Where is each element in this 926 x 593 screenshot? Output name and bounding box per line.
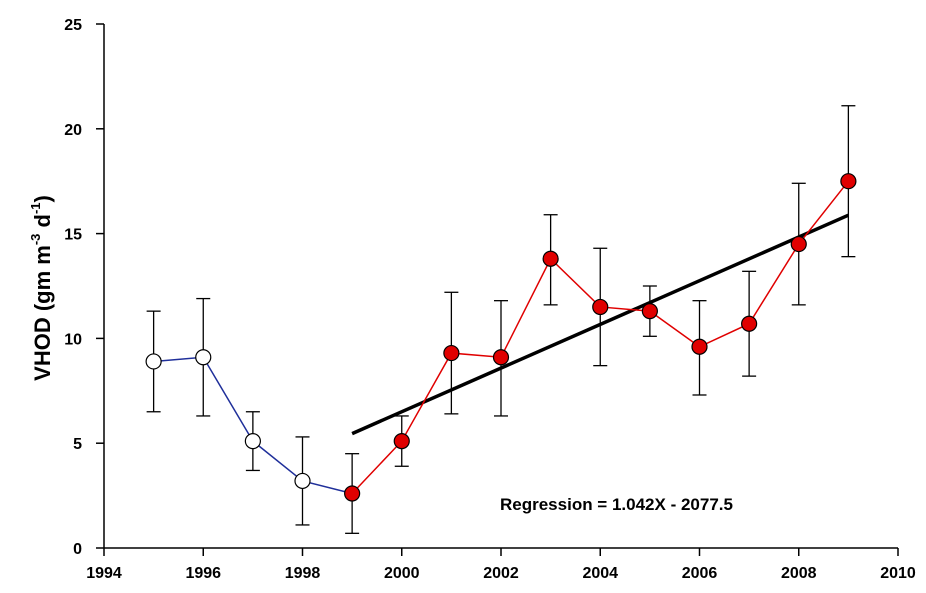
- y-tick-label: 5: [73, 436, 82, 453]
- x-tick-label: 2006: [682, 565, 718, 582]
- x-tick-label: 1996: [185, 565, 221, 582]
- data-point: [542, 250, 559, 267]
- data-point: [741, 315, 758, 332]
- data-point: [393, 433, 410, 450]
- data-point: [641, 303, 658, 320]
- x-tick-label: 2004: [582, 565, 618, 582]
- x-tick-label: 1998: [285, 565, 321, 582]
- y-tick-label: 0: [73, 541, 82, 558]
- y-tick-label: 25: [64, 17, 82, 34]
- data-point: [344, 485, 361, 502]
- y-tick-label: 10: [64, 331, 82, 348]
- data-point: [443, 344, 460, 362]
- data-point: [840, 173, 857, 190]
- data-point: [294, 472, 311, 490]
- data-point: [145, 353, 162, 370]
- series-layer: [145, 105, 857, 534]
- x-tick-label: 2000: [384, 565, 420, 582]
- data-point: [492, 349, 510, 366]
- x-tick-label: 2008: [781, 565, 817, 582]
- y-tick-label: 20: [64, 122, 82, 139]
- data-point: [195, 349, 212, 366]
- axes: 1994 1996 1998 2000 2002 2004 2006 2008 2010 0 5 10…: [64, 17, 916, 582]
- x-tick-label: 2010: [880, 565, 916, 582]
- data-point: [592, 298, 609, 316]
- data-point: [244, 433, 261, 450]
- x-tick-label: 1994: [86, 565, 122, 582]
- data-point: [691, 338, 708, 355]
- regression-annotation: Regression = 1.042X - 2077.5: [500, 495, 733, 514]
- data-point: [790, 235, 807, 253]
- y-axis-label: VHOD (gm m-3 d-1): [28, 195, 55, 381]
- y-tick-label: 15: [64, 227, 82, 244]
- x-tick-label: 2002: [483, 565, 519, 582]
